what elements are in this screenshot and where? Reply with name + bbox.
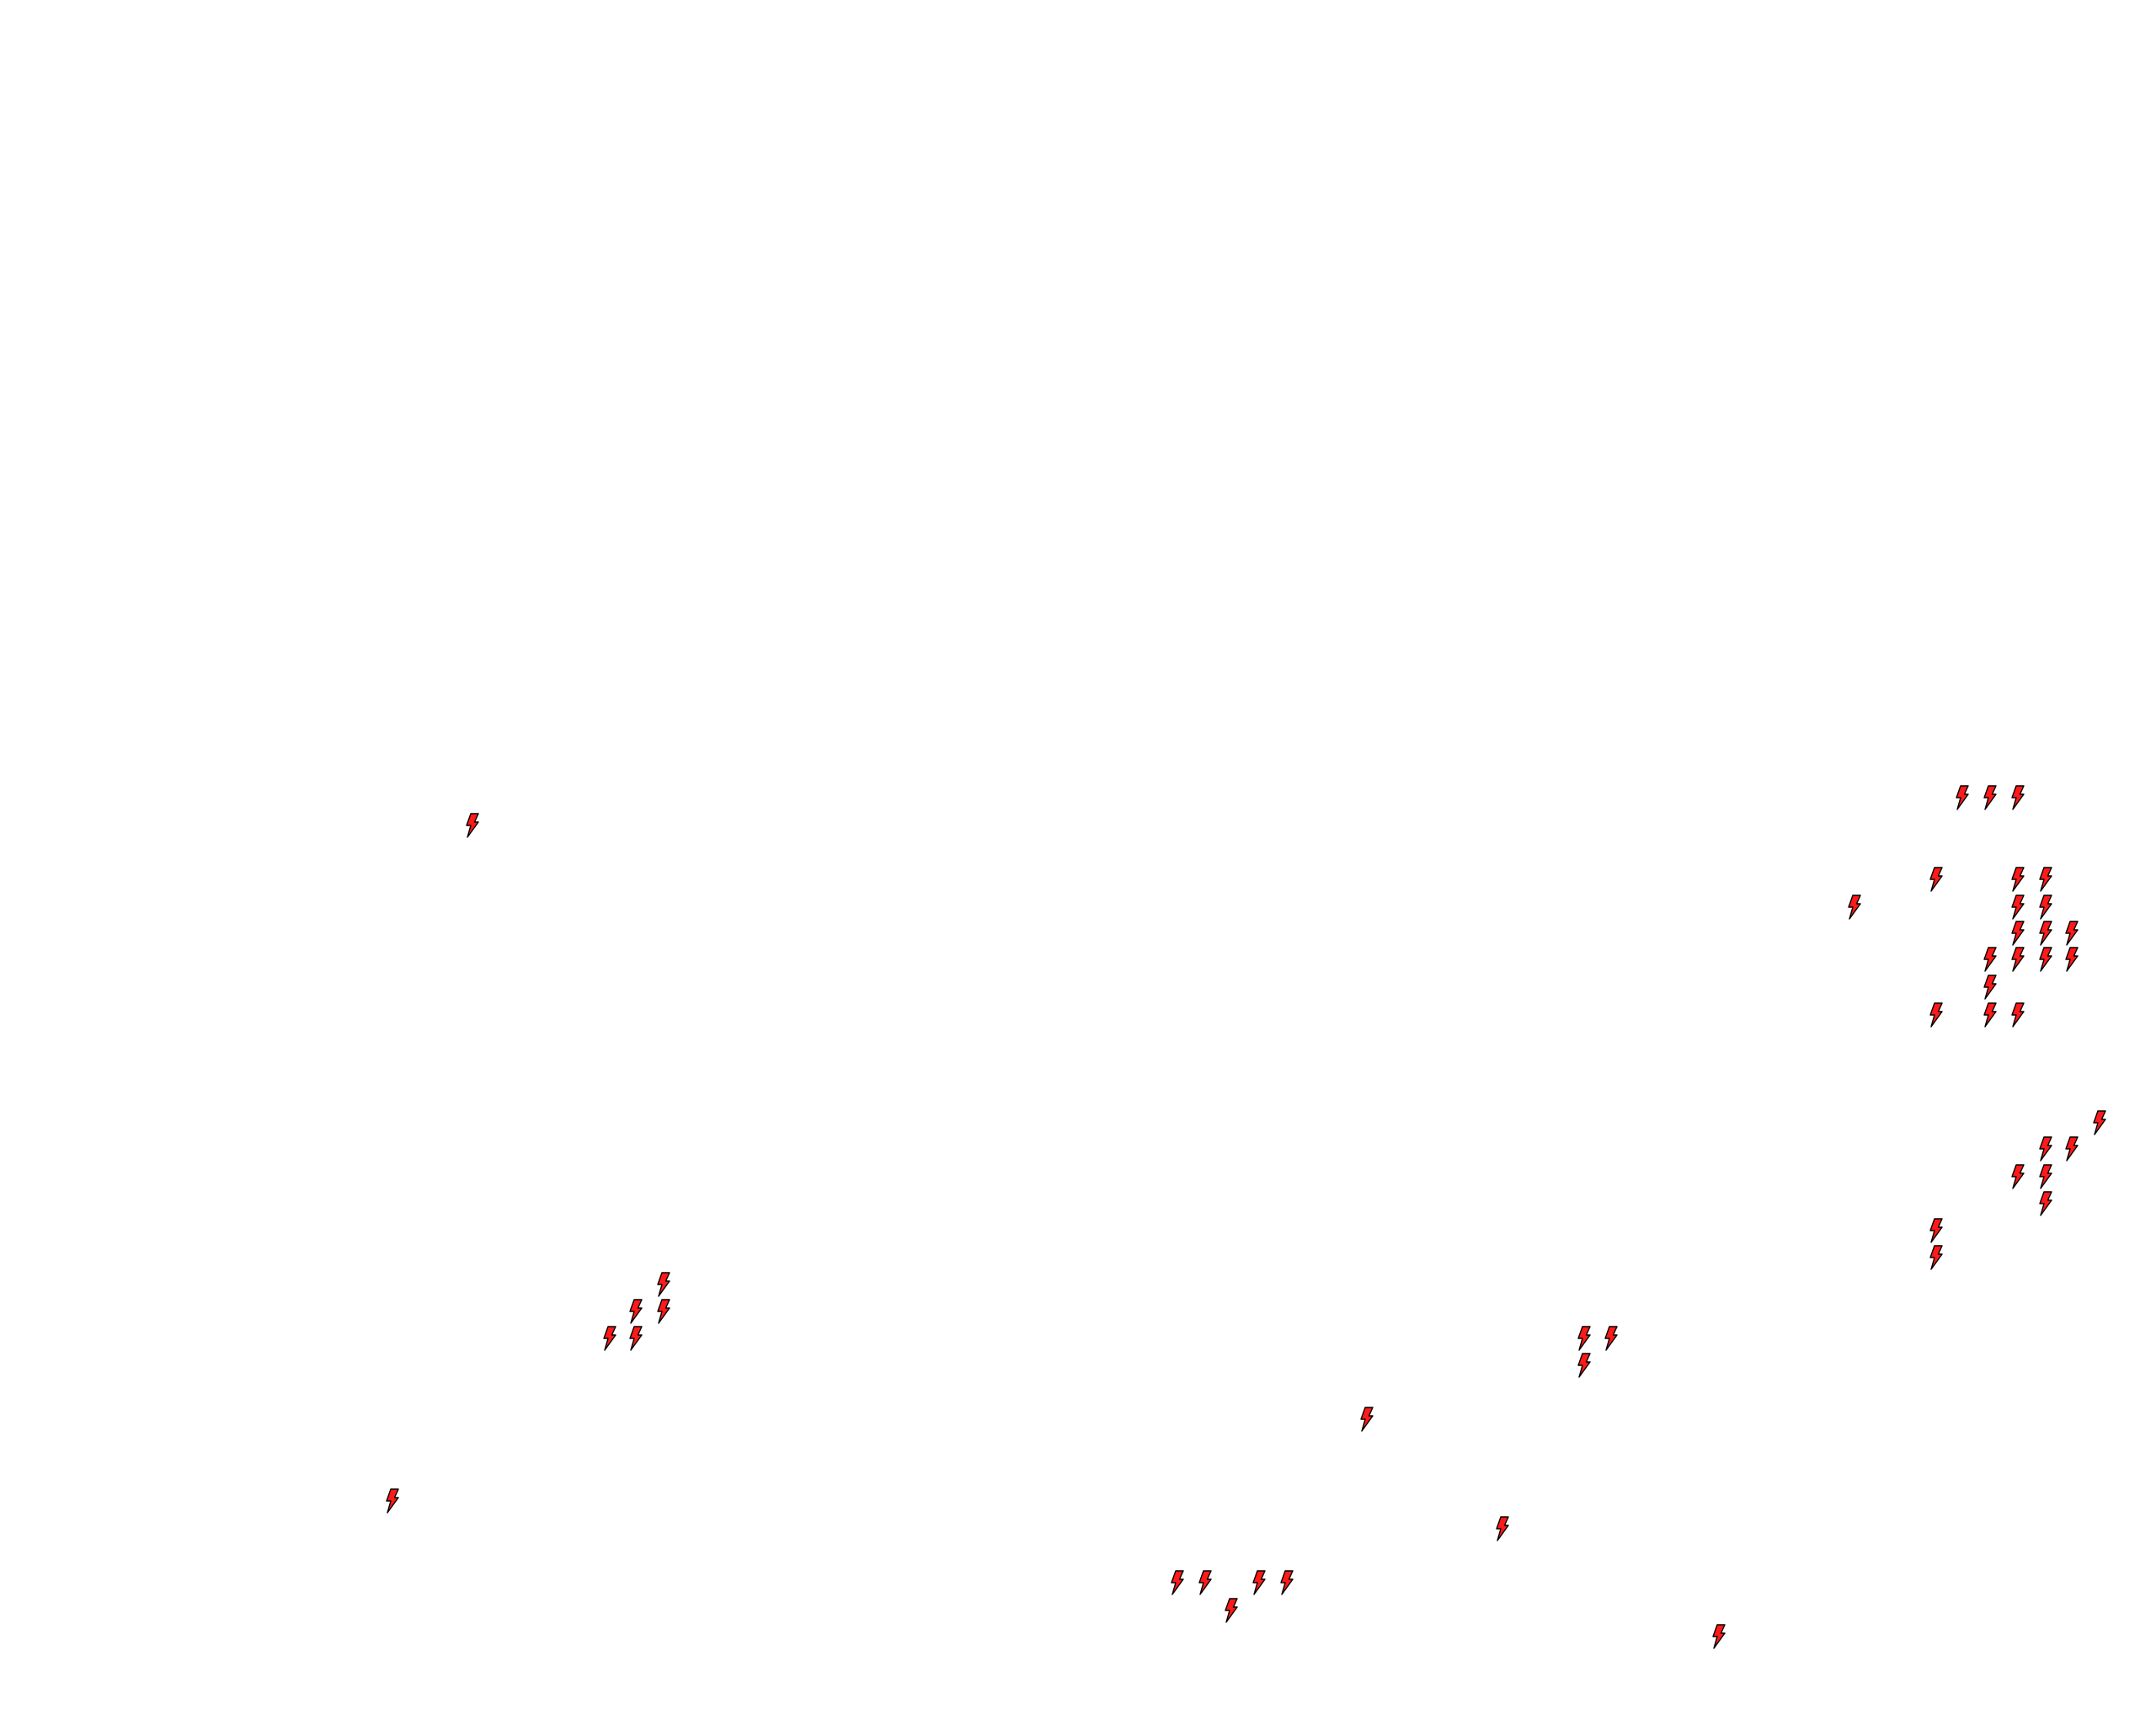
lightning-bolt-icon[interactable] xyxy=(1251,1570,1267,1595)
lightning-bolt-icon[interactable] xyxy=(1576,1353,1593,1379)
lightning-bolt-icon[interactable] xyxy=(1576,1325,1593,1351)
lightning-bolt-icon[interactable] xyxy=(1494,1516,1511,1541)
lightning-bolt-icon[interactable] xyxy=(1169,1570,1186,1595)
lightning-bolt-icon[interactable] xyxy=(2009,947,2026,972)
lightning-bolt-icon[interactable] xyxy=(2063,947,2080,972)
lightning-bolt-icon[interactable] xyxy=(2037,1135,2054,1162)
lightning-bolt-icon[interactable] xyxy=(627,1299,644,1325)
lightning-bolt-icon[interactable] xyxy=(1982,1001,1999,1028)
lightning-bolt-icon[interactable] xyxy=(2063,1135,2080,1162)
lightning-bolt-icon[interactable] xyxy=(1928,1245,1945,1271)
lightning-bolt-icon[interactable] xyxy=(1982,785,1999,810)
lightning-bolt-icon[interactable] xyxy=(601,1325,618,1351)
lightning-bolt-icon[interactable] xyxy=(2037,1163,2054,1189)
lightning-bolt-icon[interactable] xyxy=(1358,1407,1375,1433)
lightning-bolt-icon[interactable] xyxy=(627,1325,644,1351)
lightning-bolt-icon[interactable] xyxy=(2037,920,2054,946)
lightning-bolt-icon[interactable] xyxy=(1197,1570,1214,1595)
lightning-bolt-icon[interactable] xyxy=(655,1299,672,1325)
lightning-bolt-icon[interactable] xyxy=(2009,866,2026,892)
lightning-bolt-icon[interactable] xyxy=(1954,785,1971,810)
lightning-bolt-icon[interactable] xyxy=(2009,1001,2026,1028)
lightning-bolt-icon[interactable] xyxy=(1982,947,1999,972)
lightning-bolt-icon[interactable] xyxy=(2037,894,2054,920)
lightning-bolt-icon[interactable] xyxy=(2037,1191,2054,1217)
lightning-bolt-icon[interactable] xyxy=(1928,1001,1945,1028)
lightning-bolt-icon[interactable] xyxy=(2091,1109,2108,1135)
lightning-bolt-icon[interactable] xyxy=(2009,785,2026,810)
lightning-bolt-icon[interactable] xyxy=(384,1488,401,1514)
lightning-bolt-icon[interactable] xyxy=(464,812,481,838)
lightning-bolt-icon[interactable] xyxy=(2037,866,2054,892)
lightning-bolt-icon[interactable] xyxy=(1982,974,1999,1000)
lightning-bolt-icon[interactable] xyxy=(2009,894,2026,920)
lightning-bolt-icon[interactable] xyxy=(2009,1163,2026,1189)
lightning-bolt-icon[interactable] xyxy=(1928,866,1945,892)
lightning-bolt-icon[interactable] xyxy=(1278,1570,1295,1595)
lightning-bolt-icon[interactable] xyxy=(1710,1624,1727,1649)
lightning-bolt-icon[interactable] xyxy=(1603,1325,1620,1351)
lightning-bolt-icon[interactable] xyxy=(1928,1217,1945,1243)
lightning-bolt-icon[interactable] xyxy=(1846,894,1863,920)
lightning-bolt-icon[interactable] xyxy=(2009,920,2026,946)
lightning-bolt-icon[interactable] xyxy=(2063,920,2080,946)
lightning-bolt-icon[interactable] xyxy=(2037,947,2054,972)
lightning-bolt-icon[interactable] xyxy=(1223,1598,1240,1623)
lightning-bolt-icon[interactable] xyxy=(655,1271,672,1297)
